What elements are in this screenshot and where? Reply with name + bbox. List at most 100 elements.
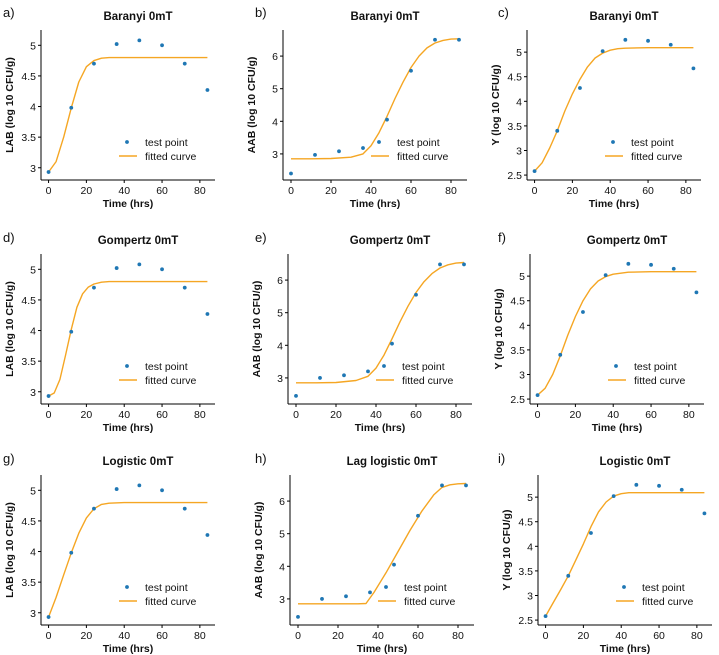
x-tick-label: 40 (372, 630, 384, 642)
legend-point-label: test point (402, 361, 445, 373)
test-point (361, 146, 365, 150)
legend-curve-label: fitted curve (642, 596, 694, 608)
fitted-curve-line (48, 280, 208, 397)
y-tick-label: 4 (527, 541, 533, 553)
x-tick-label: 20 (578, 630, 590, 642)
test-point (535, 393, 540, 398)
y-axis-label: LAB (log 10 CFU/g) (4, 57, 16, 153)
test-point (433, 37, 437, 42)
y-tick-label: 5 (519, 271, 525, 283)
test-point (92, 285, 96, 290)
y-axis-label: Y (log 10 CFU/g) (493, 289, 505, 370)
y-tick-label: 4 (30, 326, 36, 338)
test-point (532, 169, 537, 174)
test-point (462, 262, 466, 267)
test-point (46, 394, 51, 398)
test-point (578, 86, 582, 90)
test-point (464, 483, 468, 488)
test-point (46, 615, 51, 619)
legend-point-label: test point (634, 361, 677, 373)
chart-title: Logistic 0mT (103, 456, 174, 468)
test-point (46, 170, 51, 174)
x-tick-label: 40 (118, 185, 130, 197)
x-tick-label: 80 (452, 630, 464, 642)
y-tick-label: 5 (30, 40, 36, 52)
test-point (296, 614, 300, 619)
test-point (92, 61, 96, 66)
x-tick-label: 60 (156, 409, 168, 421)
y-tick-label: 4 (279, 561, 285, 573)
y-tick-label: 3.5 (21, 356, 36, 368)
y-tick-label: 5 (516, 47, 522, 59)
test-point (694, 290, 699, 295)
y-tick-label: 3 (516, 145, 522, 157)
panel-label: b) (255, 5, 267, 20)
test-point (558, 352, 563, 357)
y-tick-label: 5 (527, 492, 533, 504)
chart-title: Logistic 0mT (600, 456, 671, 468)
x-tick-label: 0 (46, 185, 52, 197)
test-point (600, 49, 605, 54)
x-tick-label: 0 (295, 630, 301, 642)
x-tick-label: 20 (325, 185, 337, 197)
panel-label: g) (3, 451, 15, 466)
y-tick-label: 4.5 (510, 296, 525, 308)
panel-label: c) (498, 5, 509, 20)
y-axis-label: AAB (log 10 CFU/g) (253, 502, 265, 599)
y-tick-label: 3 (272, 149, 278, 161)
chart-title: Gompertz 0mT (350, 235, 431, 247)
y-tick-label: 5 (30, 485, 36, 497)
chart-title: Baranyi 0mT (589, 11, 658, 23)
y-tick-label: 4 (516, 96, 522, 108)
legend-point-label: test point (145, 582, 188, 594)
y-tick-label: 4 (272, 116, 278, 128)
test-point (589, 531, 593, 535)
test-point (385, 117, 389, 122)
y-tick-label: 2.5 (510, 394, 525, 406)
test-point (342, 373, 346, 378)
y-tick-label: 3 (527, 590, 533, 602)
test-point (114, 42, 119, 46)
x-tick-label: 0 (293, 409, 299, 421)
legend-curve-label: fitted curve (404, 596, 456, 608)
y-tick-label: 4.5 (21, 295, 36, 307)
x-tick-label: 80 (194, 630, 206, 642)
y-tick-label: 3 (279, 594, 285, 606)
test-point (366, 369, 370, 374)
legend-point-marker (384, 585, 388, 589)
y-tick-label: 6 (279, 496, 285, 508)
x-tick-label: 20 (81, 409, 93, 421)
legend-point-label: test point (145, 361, 188, 373)
test-point (320, 597, 324, 601)
x-tick-label: 0 (46, 409, 52, 421)
panel-label: i) (498, 451, 505, 466)
test-point (69, 550, 74, 555)
test-point (409, 68, 413, 73)
x-axis-label: Time (hrs) (355, 422, 406, 434)
chart-panel: h) Lag logistic 0mT 0 20 40 60 80 3 4 5 6 Time (hrs… (253, 451, 474, 655)
chart-panel: b) Baranyi 0mT 0 20 40 60 80 3 4 5 6 Time (hrs) AAB … (246, 5, 467, 210)
y-tick-label: 3.5 (510, 345, 525, 357)
test-point (657, 483, 661, 488)
x-tick-label: 0 (543, 630, 549, 642)
x-tick-label: 20 (567, 185, 579, 197)
legend-curve-label: fitted curve (402, 375, 454, 387)
legend-point-label: test point (397, 137, 440, 149)
y-tick-label: 6 (272, 51, 278, 63)
legend-point-marker (611, 140, 615, 144)
y-tick-label: 3.5 (507, 121, 522, 133)
fitted-curve-line (296, 261, 465, 384)
x-tick-label: 0 (535, 409, 541, 421)
legend-point-marker (614, 364, 618, 368)
y-tick-label: 4 (30, 102, 36, 114)
x-tick-label: 80 (680, 185, 692, 197)
test-point (205, 88, 210, 92)
x-tick-label: 0 (288, 185, 294, 197)
x-axis-label: Time (hrs) (103, 198, 154, 210)
legend-point-marker (377, 140, 381, 144)
x-tick-label: 20 (570, 409, 582, 421)
test-point (182, 285, 187, 290)
x-tick-label: 0 (532, 185, 538, 197)
panel-label: a) (3, 5, 15, 20)
x-tick-label: 60 (156, 630, 168, 642)
